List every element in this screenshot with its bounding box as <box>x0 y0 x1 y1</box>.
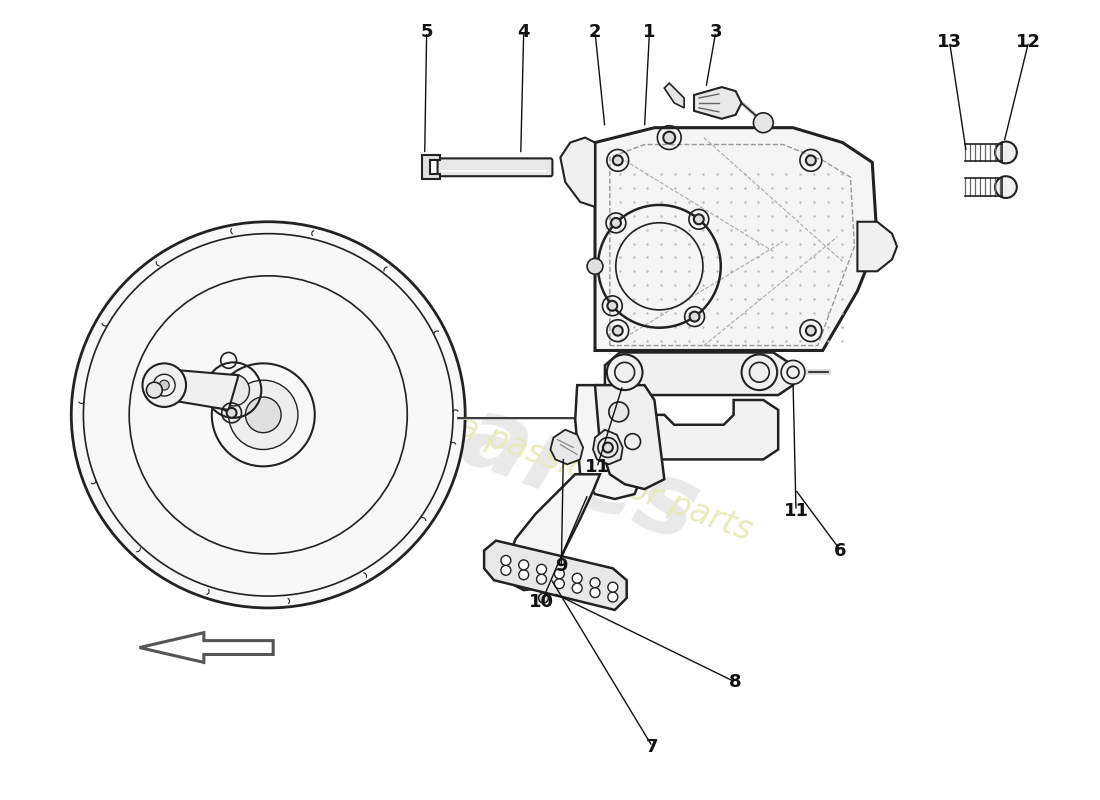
Text: 7: 7 <box>646 738 659 755</box>
Circle shape <box>146 382 163 398</box>
Circle shape <box>229 380 298 450</box>
Circle shape <box>613 155 623 166</box>
Text: 10: 10 <box>529 593 554 611</box>
Polygon shape <box>694 87 741 118</box>
Circle shape <box>613 326 623 336</box>
Polygon shape <box>664 83 684 108</box>
Text: 9: 9 <box>556 558 568 575</box>
Polygon shape <box>169 370 239 410</box>
FancyBboxPatch shape <box>438 158 552 176</box>
Circle shape <box>609 402 629 422</box>
Text: 13: 13 <box>937 33 962 50</box>
Text: 5: 5 <box>420 22 433 41</box>
Polygon shape <box>595 385 664 489</box>
Text: 12: 12 <box>1016 33 1042 50</box>
Polygon shape <box>560 138 595 207</box>
Ellipse shape <box>72 222 465 608</box>
Circle shape <box>500 566 510 575</box>
Circle shape <box>754 113 773 133</box>
Polygon shape <box>575 385 645 499</box>
Circle shape <box>218 374 250 406</box>
Circle shape <box>806 326 816 336</box>
Circle shape <box>519 570 529 580</box>
Circle shape <box>554 578 564 589</box>
Circle shape <box>572 574 582 583</box>
Circle shape <box>143 363 186 407</box>
Polygon shape <box>593 430 623 464</box>
Circle shape <box>590 578 600 588</box>
Circle shape <box>227 408 236 418</box>
Circle shape <box>539 593 549 603</box>
Circle shape <box>806 155 816 166</box>
Text: a passion for parts: a passion for parts <box>453 410 757 548</box>
Circle shape <box>537 574 547 584</box>
Circle shape <box>741 354 778 390</box>
Text: 11: 11 <box>584 458 609 476</box>
Text: 1: 1 <box>644 22 656 41</box>
Circle shape <box>996 142 1016 163</box>
Circle shape <box>608 582 618 592</box>
Circle shape <box>160 380 169 390</box>
Polygon shape <box>421 155 440 179</box>
Text: eurospares: eurospares <box>84 256 711 564</box>
Text: 2: 2 <box>588 22 602 41</box>
Circle shape <box>590 588 600 598</box>
Text: 6: 6 <box>834 542 847 559</box>
Text: 4: 4 <box>517 22 530 41</box>
Text: 8: 8 <box>729 674 741 691</box>
Polygon shape <box>550 430 583 464</box>
Polygon shape <box>605 353 793 395</box>
Circle shape <box>572 583 582 593</box>
Circle shape <box>537 564 547 574</box>
Polygon shape <box>506 474 600 590</box>
Circle shape <box>587 258 603 274</box>
Circle shape <box>694 214 704 224</box>
Circle shape <box>608 592 618 602</box>
Polygon shape <box>595 128 877 350</box>
Circle shape <box>607 301 617 310</box>
Circle shape <box>781 360 805 384</box>
Text: 11: 11 <box>783 502 808 520</box>
Circle shape <box>607 354 642 390</box>
Circle shape <box>610 218 620 228</box>
Polygon shape <box>484 541 627 610</box>
Circle shape <box>603 442 613 453</box>
Circle shape <box>996 176 1016 198</box>
Circle shape <box>245 397 282 433</box>
Circle shape <box>690 312 700 322</box>
Circle shape <box>554 569 564 578</box>
Text: 3: 3 <box>710 22 722 41</box>
Circle shape <box>663 132 675 143</box>
Polygon shape <box>615 385 778 459</box>
Polygon shape <box>857 222 896 271</box>
Circle shape <box>519 560 529 570</box>
Circle shape <box>500 555 510 566</box>
